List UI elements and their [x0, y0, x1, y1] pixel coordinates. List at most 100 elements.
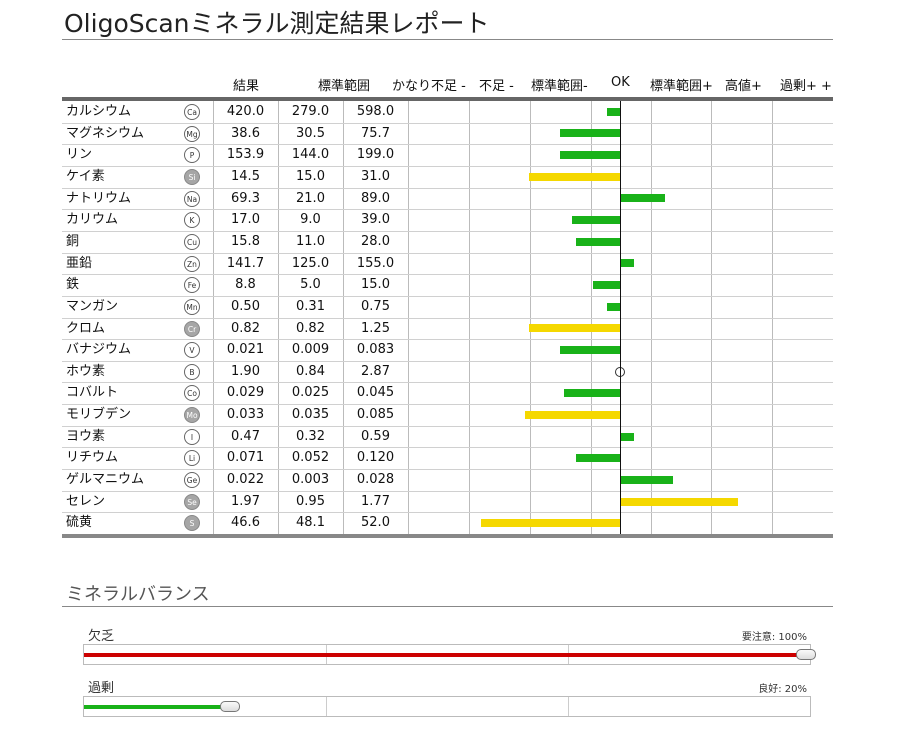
result-value: 38.6 — [231, 126, 260, 141]
deviation-bar — [576, 238, 620, 246]
deficiency-handle[interactable] — [796, 649, 816, 660]
ref-max-value: 0.59 — [361, 429, 390, 444]
title-divider — [62, 39, 833, 40]
page-title: OligoScanミネラル測定結果レポート — [64, 9, 490, 38]
deviation-bar — [621, 433, 635, 441]
deviation-bar — [563, 389, 620, 397]
balance-section-title: ミネラルバランス — [66, 584, 210, 605]
row-divider — [62, 361, 833, 362]
mineral-name: ケイ素 — [66, 169, 105, 184]
element-symbol-icon: Cu — [184, 234, 200, 250]
mineral-name: 硫黄 — [66, 515, 93, 530]
excess-handle[interactable] — [219, 701, 240, 712]
scale-label-ref-plus: 標準範囲+ — [650, 79, 713, 94]
ref-max-value: 0.75 — [361, 299, 390, 314]
element-symbol-icon: Si — [184, 169, 200, 185]
ref-max-value: 52.0 — [361, 515, 390, 530]
ref-max-value: 1.77 — [361, 494, 390, 509]
ref-max-value: 598.0 — [356, 104, 395, 119]
element-symbol-icon: Se — [184, 494, 200, 510]
mineral-name: コバルト — [66, 385, 119, 400]
result-value: 0.022 — [226, 472, 265, 487]
element-symbol-icon: Ca — [184, 104, 200, 120]
result-value: 0.029 — [226, 385, 265, 400]
mineral-name: 亜鉛 — [66, 256, 93, 271]
deficiency-label: 欠乏 — [88, 629, 115, 644]
ref-max-value: 28.0 — [361, 234, 390, 249]
ref-max-value: 75.7 — [361, 126, 390, 141]
grid-vline — [591, 101, 592, 534]
row-divider — [62, 318, 833, 319]
element-symbol-icon: Zn — [184, 256, 200, 272]
deficiency-gauge — [83, 644, 816, 665]
table-row: モリブデン Mo 0.033 0.035 0.085 — [62, 404, 833, 426]
deviation-bar — [559, 129, 620, 137]
ref-max-value: 0.083 — [356, 342, 395, 357]
row-divider — [62, 339, 833, 340]
table-row: リン P 153.9 144.0 199.0 — [62, 144, 833, 166]
table-row: ナトリウム Na 69.3 21.0 89.0 — [62, 188, 833, 210]
mineral-name: ホウ素 — [66, 364, 106, 379]
mineral-name: クロム — [66, 321, 106, 336]
deviation-bar — [621, 498, 738, 506]
element-symbol-icon: K — [184, 212, 200, 228]
scale-label-ref-minus: 標準範囲- — [531, 79, 588, 94]
table-row: 銅 Cu 15.8 11.0 28.0 — [62, 231, 833, 253]
result-value: 17.0 — [231, 212, 260, 227]
row-divider — [62, 469, 833, 470]
deviation-bar — [571, 216, 620, 224]
excess-fill — [84, 705, 230, 709]
ref-min-value: 5.0 — [300, 277, 321, 292]
result-value: 8.8 — [235, 277, 256, 292]
result-value: 0.021 — [226, 342, 265, 357]
ref-min-value: 0.82 — [296, 321, 325, 336]
table-row: マグネシウム Mg 38.6 30.5 75.7 — [62, 123, 833, 145]
mineral-name: マグネシウム — [66, 126, 145, 141]
row-divider — [62, 512, 833, 513]
ref-min-value: 0.035 — [291, 407, 330, 422]
table-top-border — [62, 97, 833, 101]
element-symbol-icon: Fe — [184, 277, 200, 293]
result-value: 46.6 — [231, 515, 260, 530]
table-row: セレン Se 1.97 0.95 1.77 — [62, 491, 833, 513]
ref-min-value: 0.009 — [291, 342, 330, 357]
table-row: 鉄 Fe 8.8 5.0 15.0 — [62, 274, 833, 296]
table-row: ヨウ素 I 0.47 0.32 0.59 — [62, 426, 833, 448]
ref-min-value: 0.84 — [296, 364, 325, 379]
deviation-bar — [529, 173, 620, 181]
excess-gauge — [83, 696, 811, 717]
ref-min-value: 0.95 — [296, 494, 325, 509]
grid-vline — [408, 101, 409, 534]
deviation-bar — [559, 346, 620, 354]
deviation-bar — [621, 194, 665, 202]
mineral-name: カルシウム — [66, 104, 132, 119]
ref-max-value: 0.085 — [356, 407, 395, 422]
table-row: 硫黄 S 46.6 48.1 52.0 — [62, 512, 833, 534]
result-value: 14.5 — [231, 169, 260, 184]
ref-max-value: 2.87 — [361, 364, 390, 379]
result-value: 420.0 — [226, 104, 265, 119]
element-symbol-icon: V — [184, 342, 200, 358]
ref-min-value: 144.0 — [291, 147, 330, 162]
ref-min-value: 0.052 — [291, 450, 330, 465]
row-divider — [62, 231, 833, 232]
ref-min-value: 279.0 — [291, 104, 330, 119]
ref-min-value: 9.0 — [300, 212, 321, 227]
result-value: 0.82 — [231, 321, 260, 336]
header-reference: 標準範囲 — [318, 79, 371, 94]
scale-label-ok: OK — [611, 75, 630, 90]
ref-min-value: 0.31 — [296, 299, 325, 314]
element-symbol-icon: Ge — [184, 472, 200, 488]
excess-status: 良好: 20% — [758, 684, 807, 695]
result-value: 0.47 — [231, 429, 260, 444]
result-value: 69.3 — [231, 191, 260, 206]
ref-min-value: 30.5 — [296, 126, 325, 141]
table-row: ゲルマニウム Ge 0.022 0.003 0.028 — [62, 469, 833, 491]
result-value: 0.033 — [226, 407, 265, 422]
element-symbol-icon: Cr — [184, 321, 200, 337]
result-value: 0.50 — [231, 299, 260, 314]
mineral-name: リン — [66, 147, 93, 162]
deviation-bar — [529, 324, 620, 332]
deviation-bar — [559, 151, 620, 159]
row-divider — [62, 404, 833, 405]
